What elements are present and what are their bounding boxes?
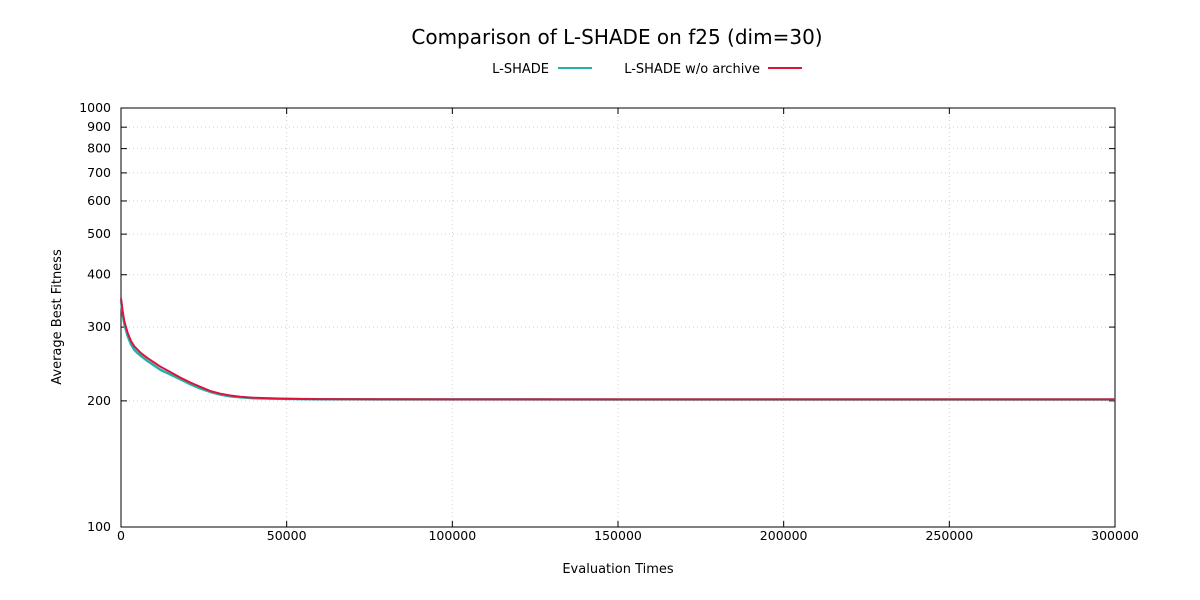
legend: L-SHADE L-SHADE w/o archive (492, 62, 802, 77)
x-tick-label: 0 (117, 528, 125, 543)
x-tick-label: 150000 (594, 528, 642, 543)
legend-label-lshade-wo-archive: L-SHADE w/o archive (624, 62, 760, 77)
grid (121, 108, 1115, 527)
y-tick-label: 1000 (79, 100, 111, 115)
y-tick-label: 400 (87, 267, 111, 282)
legend-label-lshade: L-SHADE (492, 62, 549, 77)
x-tick-label: 250000 (925, 528, 973, 543)
y-tick-label: 200 (87, 393, 111, 408)
y-tick-label: 800 (87, 141, 111, 156)
x-tick-label: 50000 (267, 528, 307, 543)
y-axis-label: Average Best Fitness (50, 249, 65, 385)
y-tick-label: 700 (87, 165, 111, 180)
y-tick-label: 500 (87, 226, 111, 241)
y-tick-label: 600 (87, 193, 111, 208)
chart-title: Comparison of L-SHADE on f25 (dim=30) (411, 25, 822, 49)
x-tick-label: 300000 (1091, 528, 1139, 543)
y-tick-label: 300 (87, 319, 111, 334)
series-line-lshade-wo-archive (120, 297, 1115, 401)
y-tick-label: 900 (87, 119, 111, 134)
x-tick-label: 200000 (760, 528, 808, 543)
x-axis-label: Evaluation Times (562, 562, 674, 577)
series-lines (119, 297, 1115, 401)
x-tick-label: 100000 (428, 528, 476, 543)
y-tick-label: 100 (87, 519, 111, 534)
axis-ticks: 0 50000 100000 150000 200000 250000 300000 100 2… (79, 100, 1139, 543)
